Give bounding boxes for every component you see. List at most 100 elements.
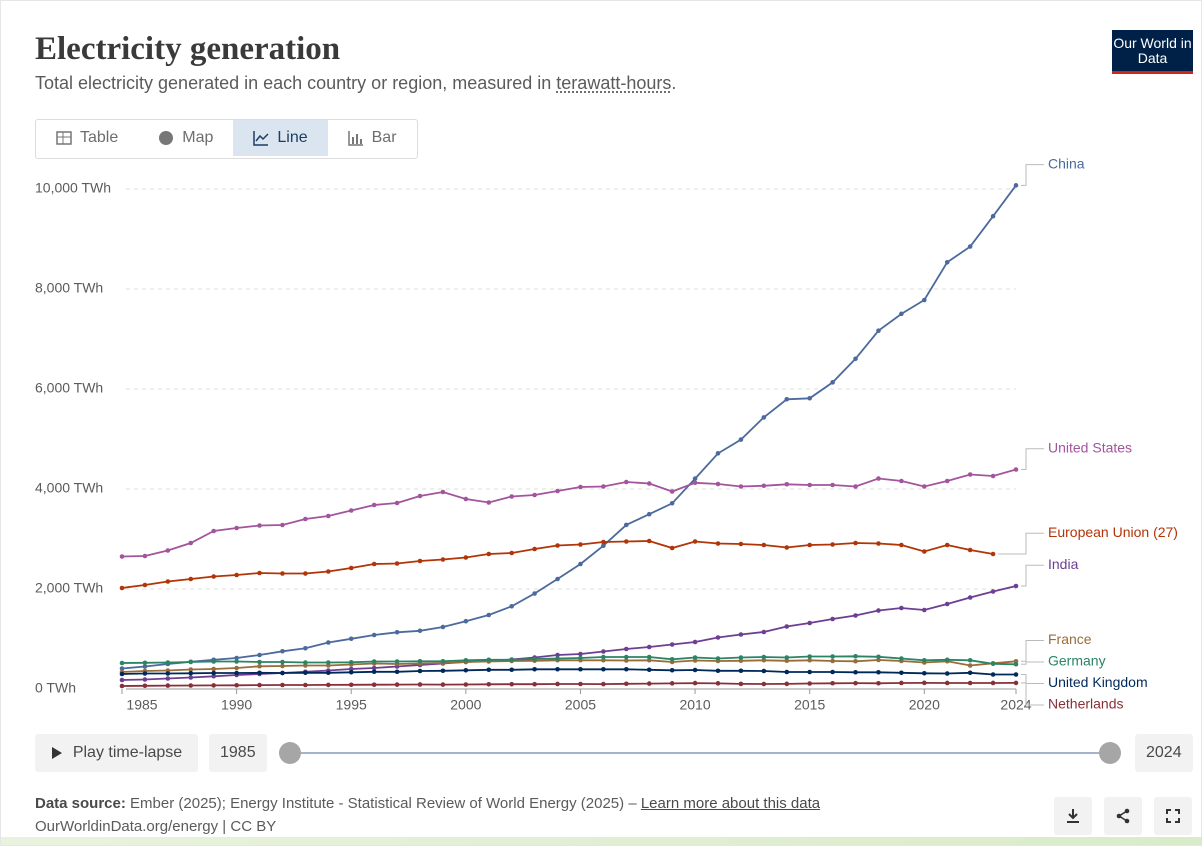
- subtitle-link[interactable]: terawatt-hours: [556, 73, 672, 93]
- data-point: [463, 496, 469, 502]
- data-point: [922, 657, 927, 663]
- data-point: [692, 655, 698, 660]
- data-point: [944, 671, 950, 676]
- data-point: [326, 670, 331, 676]
- play-button[interactable]: Play time-lapse: [35, 734, 198, 772]
- data-point: [1013, 583, 1019, 589]
- data-point: [348, 636, 354, 642]
- data-point: [944, 478, 950, 484]
- data-point: [280, 670, 285, 676]
- slider-track[interactable]: [290, 752, 1110, 754]
- series-line: [121, 468, 1017, 558]
- data-point: [119, 683, 125, 689]
- data-point: [257, 670, 262, 676]
- data-point: [715, 541, 721, 546]
- data-point: [1013, 680, 1019, 686]
- tabs: Table Map Line Bar: [35, 119, 418, 159]
- data-point: [257, 663, 262, 669]
- download-button[interactable]: [1054, 797, 1092, 835]
- data-point: [348, 508, 354, 513]
- series-label: Netherlands: [1048, 696, 1124, 712]
- data-point: [601, 657, 606, 663]
- fullscreen-button[interactable]: [1154, 797, 1192, 835]
- data-point: [967, 547, 973, 553]
- data-point: [853, 613, 858, 618]
- icon: [1067, 809, 1079, 823]
- data-point: [555, 656, 560, 661]
- data-point: [807, 395, 812, 401]
- data-point: [303, 645, 308, 651]
- source-label: Data source:: [35, 795, 126, 812]
- data-point: [830, 542, 835, 547]
- data-point: [280, 663, 285, 669]
- data-point: [555, 681, 560, 687]
- source-link[interactable]: Learn more about this data: [640, 795, 821, 812]
- data-point: [234, 682, 239, 688]
- slider-knob[interactable]: [279, 742, 301, 764]
- slider-knob[interactable]: [1099, 742, 1121, 764]
- x-tick-label: 2005: [565, 697, 596, 713]
- data-point: [738, 681, 744, 687]
- data-point: [807, 654, 812, 659]
- icon: [51, 747, 62, 759]
- icon: [1116, 808, 1130, 824]
- share-button[interactable]: [1104, 797, 1142, 835]
- data-point: [280, 659, 285, 665]
- data-point: [417, 558, 423, 564]
- y-tick-label: 8,000 TWh: [35, 280, 103, 296]
- series-label: India: [1048, 556, 1079, 572]
- data-point: [119, 585, 125, 591]
- data-point: [555, 543, 560, 548]
- data-point: [234, 525, 239, 531]
- data-point: [394, 682, 400, 687]
- tab-label: Bar: [371, 129, 397, 146]
- data-point: [486, 500, 492, 505]
- logo[interactable]: Our World in Data: [1112, 30, 1193, 74]
- end-year[interactable]: 2024: [1135, 734, 1193, 772]
- tab[interactable]: Bar: [328, 120, 417, 156]
- tab[interactable]: Table: [36, 120, 138, 156]
- data-point: [509, 550, 514, 556]
- data-point: [967, 595, 973, 600]
- data-point: [119, 666, 125, 671]
- data-point: [784, 655, 790, 660]
- data-point: [624, 654, 629, 660]
- x-tick-label: 1995: [336, 697, 367, 713]
- data-point: [188, 670, 194, 676]
- footer-url: OurWorldinData.org/energy | CC BY: [35, 818, 277, 835]
- data-point: [211, 528, 216, 534]
- x-tick-label: 2010: [679, 697, 710, 713]
- data-point: [555, 576, 560, 582]
- data-point: [280, 571, 285, 576]
- data-point: [303, 670, 308, 676]
- data-point: [807, 482, 812, 488]
- data-point: [830, 654, 835, 659]
- data-point: [876, 669, 881, 675]
- data-point: [440, 658, 446, 664]
- data-point: [899, 670, 904, 676]
- tab[interactable]: Map: [138, 120, 233, 156]
- data-point: [371, 682, 377, 687]
- y-tick-label: 0 TWh: [35, 680, 76, 696]
- data-point: [509, 681, 514, 687]
- data-point: [463, 667, 469, 673]
- data-point: [303, 682, 308, 688]
- x-tick-label: 2000: [450, 697, 481, 713]
- icon: [253, 131, 269, 146]
- series-line: [121, 668, 1016, 676]
- data-point: [1013, 672, 1019, 677]
- data-point: [669, 500, 675, 506]
- data-point: [990, 589, 996, 594]
- data-point: [119, 554, 125, 559]
- data-point: [715, 668, 721, 674]
- data-point: [830, 669, 835, 675]
- data-point: [784, 481, 790, 487]
- data-point: [967, 680, 973, 686]
- data-point: [922, 549, 927, 554]
- tab[interactable]: Line: [233, 120, 328, 156]
- data-point: [761, 483, 767, 489]
- data-point: [394, 629, 400, 635]
- data-point: [601, 649, 606, 654]
- start-year[interactable]: 1985: [209, 734, 267, 772]
